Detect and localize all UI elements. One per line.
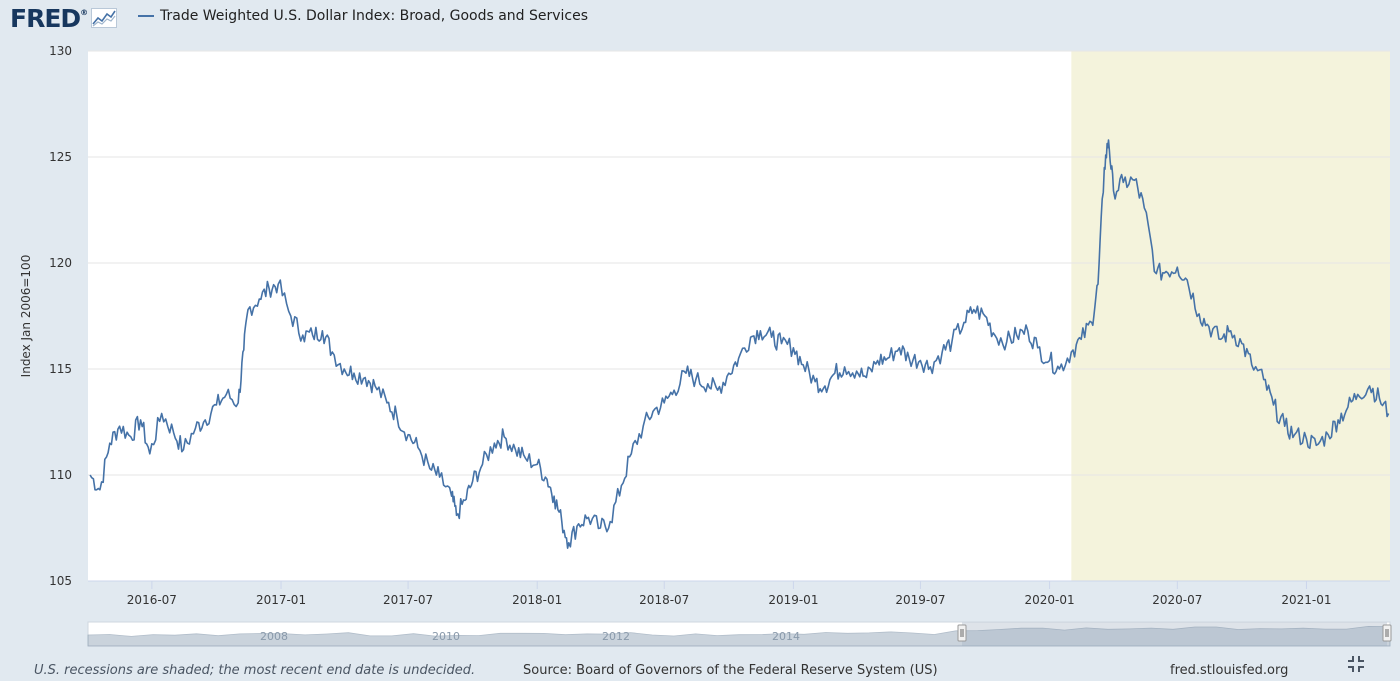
- x-tick-label: 2018-07: [639, 593, 689, 607]
- x-tick-label: 2019-07: [895, 593, 945, 607]
- legend-swatch: [138, 15, 154, 17]
- x-tick-label: 2017-07: [383, 593, 433, 607]
- y-tick-label: 110: [49, 468, 72, 482]
- x-tick-label: 2019-01: [768, 593, 818, 607]
- source-text: Source: Board of Governors of the Federa…: [523, 663, 938, 678]
- navigator-year-label: 2012: [602, 630, 630, 643]
- fullscreen-icon[interactable]: [1347, 655, 1365, 673]
- y-tick-label: 130: [49, 44, 72, 58]
- chart[interactable]: 105 110 115 120 125 130 2016-07 2017-01 2017-07…: [0, 0, 1400, 660]
- y-axis-title: Index Jan 2006=100: [19, 255, 33, 378]
- y-tick-label: 115: [49, 362, 72, 376]
- navigator-year-label: 2014: [772, 630, 800, 643]
- x-tick-label: 2017-01: [256, 593, 306, 607]
- x-tick-label: 2016-07: [127, 593, 177, 607]
- navigator-right-handle[interactable]: [1382, 624, 1392, 642]
- navigator-year-label: 2008: [260, 630, 288, 643]
- legend-label: Trade Weighted U.S. Dollar Index: Broad,…: [160, 8, 589, 24]
- x-tick-label: 2020-01: [1025, 593, 1075, 607]
- y-tick-label: 105: [49, 574, 72, 588]
- navigator-year-label: 2010: [432, 630, 460, 643]
- recession-shade: [1071, 51, 1390, 581]
- chart-legend[interactable]: Trade Weighted U.S. Dollar Index: Broad,…: [138, 8, 588, 24]
- recession-note: U.S. recessions are shaded; the most rec…: [34, 663, 476, 678]
- chart-header: FRED® Trade Weighted U.S. Dollar Index: …: [0, 0, 1400, 36]
- fred-logo-word: FRED: [10, 3, 81, 33]
- navigator-series-area: [87, 625, 1391, 647]
- chart-line-icon: [91, 8, 118, 28]
- series-line: [89, 139, 1390, 549]
- y-tick-label: 120: [49, 256, 72, 270]
- site-link[interactable]: fred.stlouisfed.org: [1170, 663, 1289, 678]
- fred-logo-registered-mark: ®: [80, 7, 89, 17]
- fred-logo-text: FRED®: [10, 4, 88, 33]
- y-tick-label: 125: [49, 150, 72, 164]
- x-tick-label: 2020-07: [1152, 593, 1202, 607]
- navigator-left-handle[interactable]: [957, 624, 967, 642]
- x-tick-label: 2021-01: [1281, 593, 1331, 607]
- x-tick-label: 2018-01: [512, 593, 562, 607]
- fred-logo[interactable]: FRED®: [10, 3, 118, 33]
